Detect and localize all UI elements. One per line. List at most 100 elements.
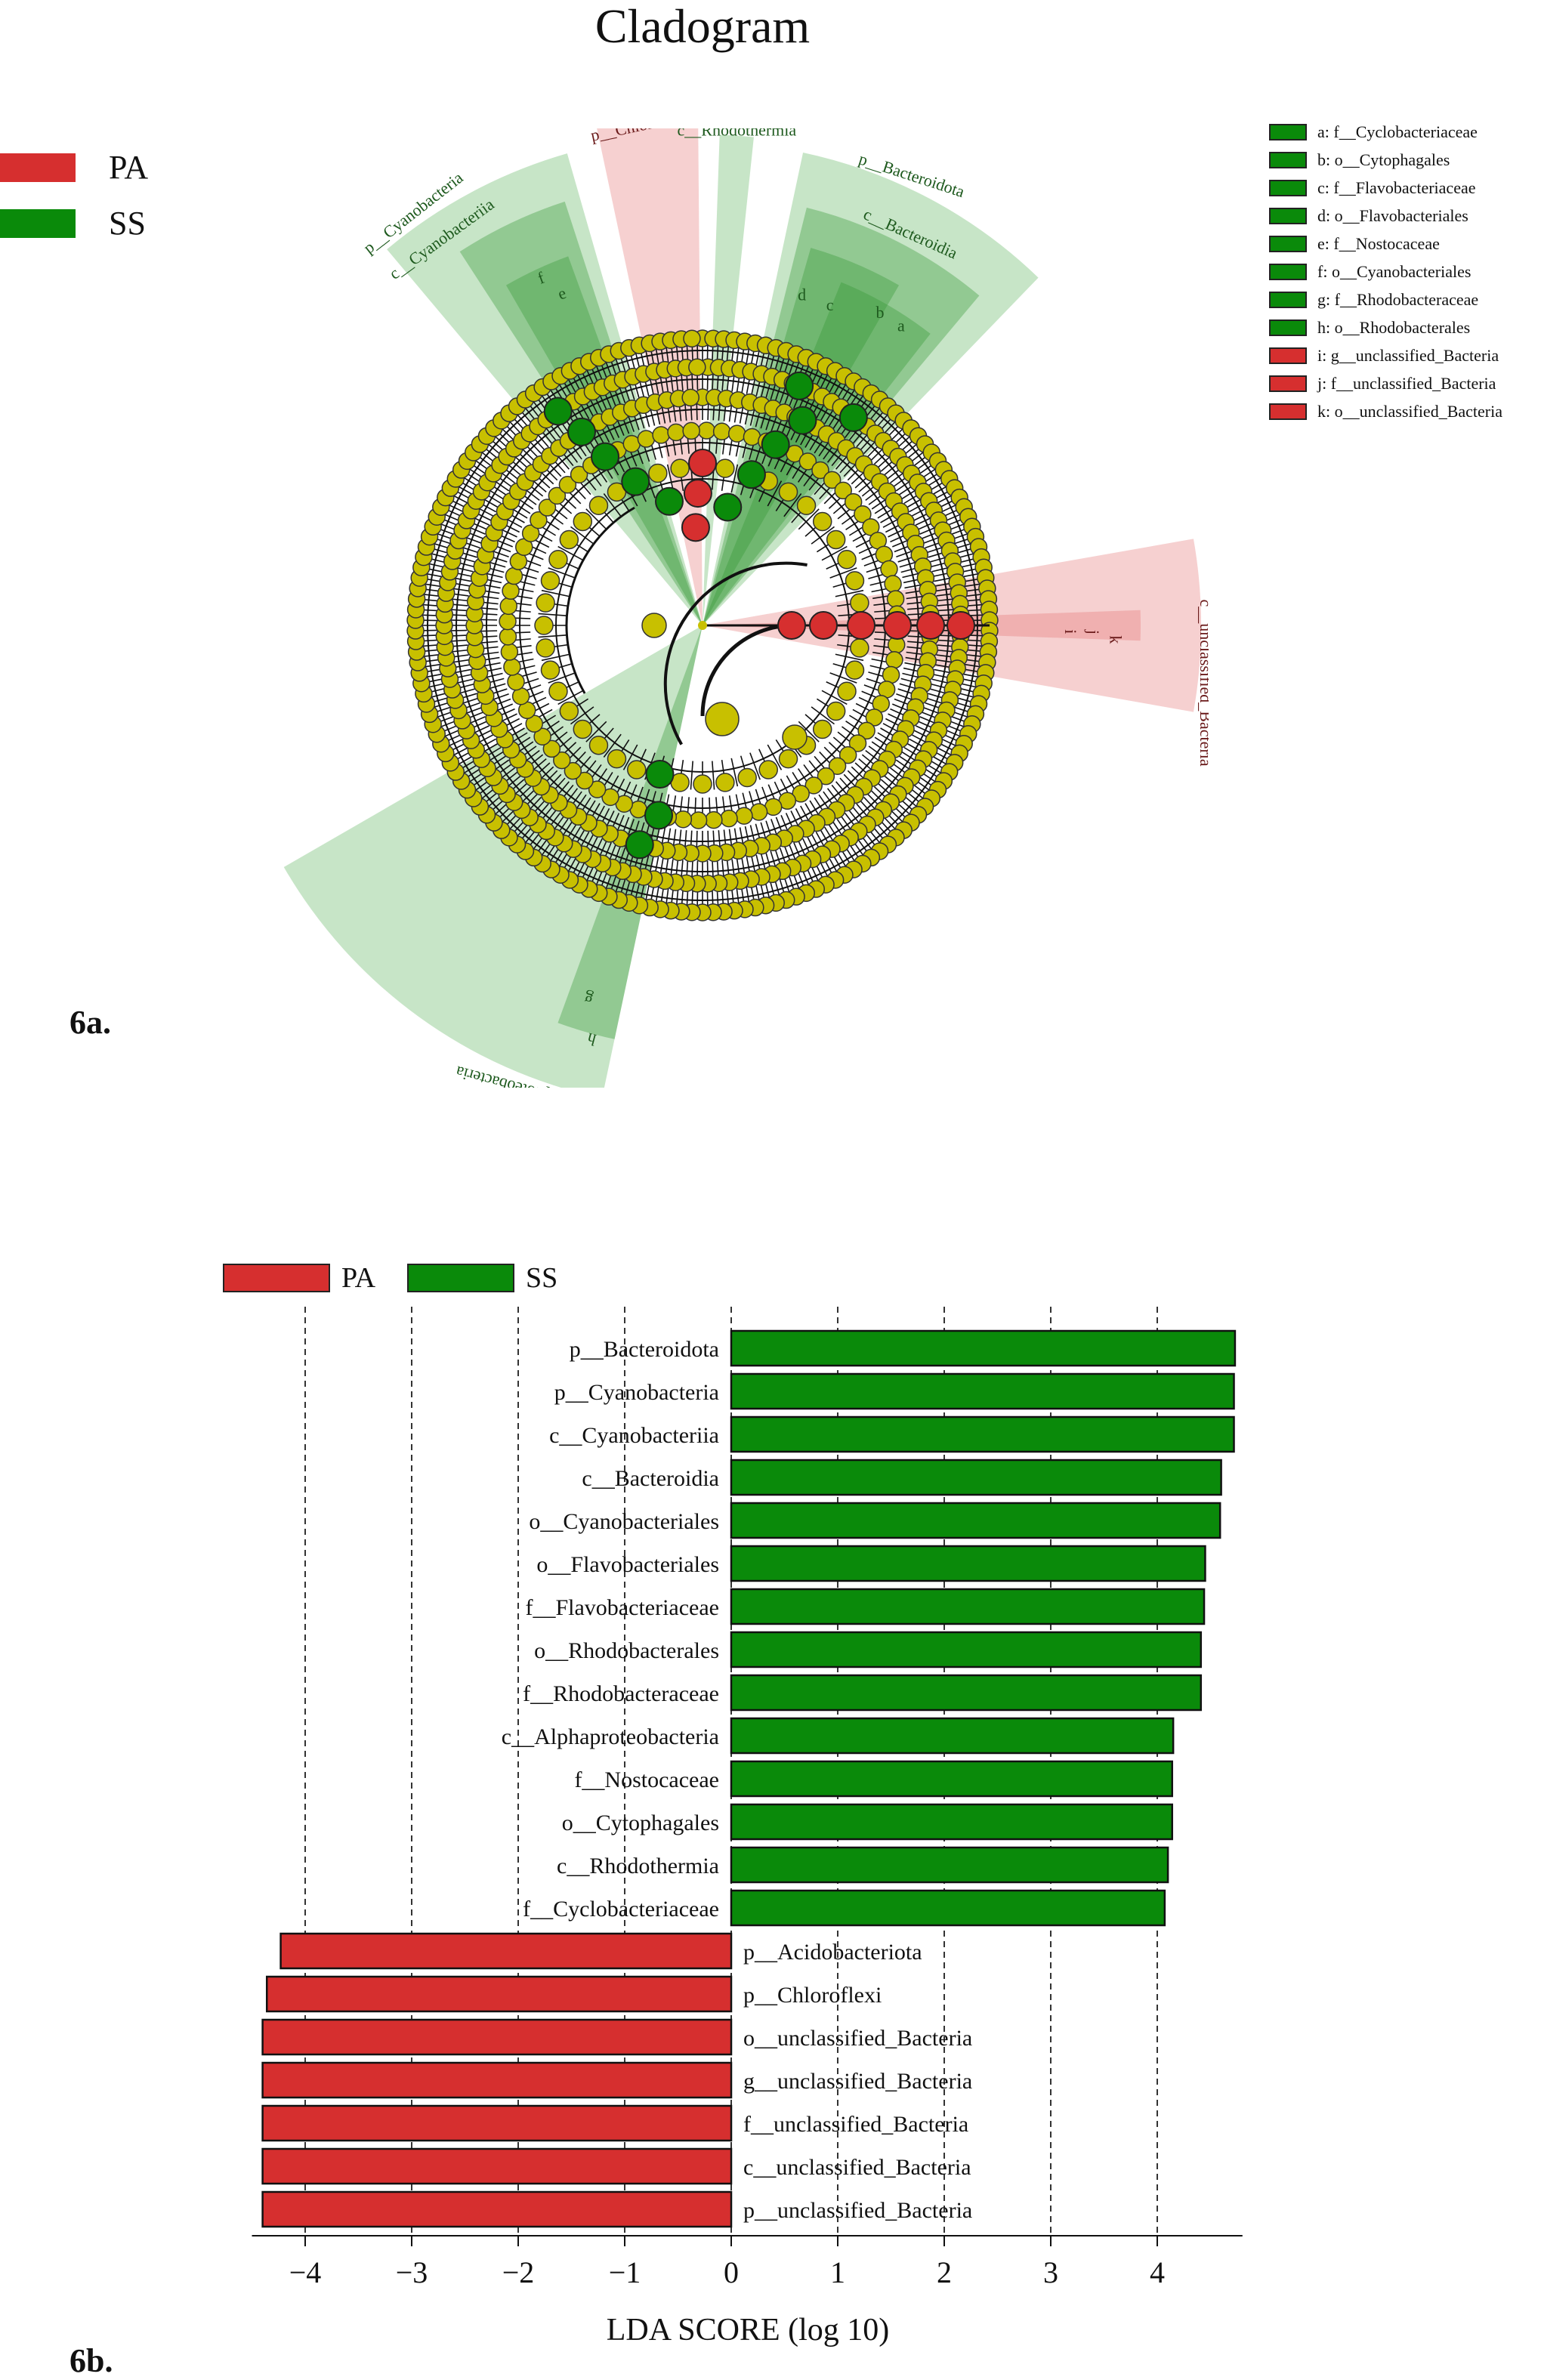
clade-key-g: g: f__Rhodobacteraceae [1269,290,1478,310]
clade-key-swatch [1269,236,1307,252]
x-tick-label: 3 [1043,2255,1058,2289]
tree-branch [541,653,570,662]
tree-node [499,597,518,616]
clade-key-label: h: o__Rhodobacterales [1317,318,1471,337]
tree-node [749,803,768,821]
tree-node [715,458,735,478]
tree-node [505,566,523,585]
tree-node [667,423,685,442]
category-label: f__Cyclobacteriaceae [523,1897,719,1922]
tree-node [715,773,735,792]
category-label: p__Bacteroidota [570,1337,719,1362]
clade-key-swatch [1269,403,1307,420]
tree-branch [821,545,848,561]
tree-node [778,482,798,502]
bar-o__unclassified_Bacteria [261,2018,733,2056]
tree-branch [622,744,638,770]
tree-node [536,638,555,658]
tree-node [674,810,693,829]
clade-key-e: e: f__Nostocaceae [1269,234,1440,254]
tree-node [573,719,593,739]
cladogram-nodes [543,371,975,860]
tree-node [627,760,647,779]
bar-c__Cyanobacteriia [730,1415,1235,1453]
tree-node [682,421,700,440]
cladogram-svg: p__Chloroflexic__Rhodothermiap__Bacteroi… [283,128,1209,1088]
x-tick-label: −3 [396,2255,428,2289]
tree-node [530,511,548,529]
x-tick-label: 4 [1150,2255,1165,2289]
biomarker-node-ss [591,442,619,471]
tree-node [882,665,900,684]
wedge-rhodobacterales [557,625,703,1039]
tree-node [865,708,884,727]
tree-node [588,780,607,798]
tree-branch [730,758,739,787]
clade-key-swatch [1269,319,1307,336]
legend-label-ss: SS [109,205,146,242]
tree-node [576,771,594,790]
category-label: p__Cyanobacteria [554,1380,719,1405]
tree-node [533,727,551,745]
tree-branch [603,733,622,758]
tree-node [796,495,817,516]
bar-c__Bacteroidia [730,1459,1222,1496]
category-label: c__Rhodothermia [557,1854,719,1878]
clade-key-h: h: o__Rhodobacterales [1269,318,1470,338]
tree-inner-arc [700,623,794,717]
tree-node [884,575,902,593]
legend-label-pa: PA [109,149,149,186]
tree-inner-arc [565,506,635,694]
tree-branch [821,690,848,705]
bar-p__Acidobacteriota [279,1932,733,1970]
biomarker-node-pa [681,513,710,542]
tree-node [804,776,823,795]
category-label: c__Cyanobacteriia [549,1423,719,1448]
clade-letter-j: j [1084,629,1103,634]
bar-p__Chloroflexi [265,1975,733,2013]
label-c-unclassified: c__unclassified_Bacteria [1197,599,1209,766]
tree-branch [730,464,739,493]
bar-f__Cyclobacteriaceae [730,1889,1166,1927]
tree-node [499,628,517,646]
tree-node [823,471,842,489]
wedge-cyanobacteriales [506,256,703,625]
legend-item-pa: PA [0,148,148,187]
tree-node [559,529,579,550]
clade-key-label: e: f__Nostocaceae [1317,234,1440,253]
biomarker-node-ss [567,417,596,446]
clade-letter-d: d [798,286,806,304]
tree-branch [557,545,584,561]
tree-node [798,452,817,471]
bar-c__Alphaproteobacteria [730,1717,1175,1755]
panel-label-6a: 6a. [69,1004,111,1041]
clade-key-label: g: f__Rhodobacteraceae [1317,290,1479,309]
tree-node [648,463,668,483]
category-label: f__Rhodobacteraceae [523,1681,719,1706]
x-tick-label: −4 [289,2255,322,2289]
tree-node [838,745,857,764]
tree-node [886,590,905,608]
tree-inner-arc [663,561,808,745]
biomarker-node-ss [785,371,814,400]
tree-node [521,524,540,542]
tree-node [670,458,690,478]
tree-node [637,430,656,448]
tree-node [850,593,869,613]
tree-node [689,811,708,829]
tree-branch [749,752,761,780]
category-label: c__Alphaproteobacteria [502,1724,719,1749]
tree-node [502,582,520,600]
category-label: o__Cytophagales [562,1810,719,1835]
tree-branch [798,721,820,742]
tree-node [697,421,716,440]
tree-node [503,658,521,676]
tree-node [854,505,872,523]
tree-branch [829,672,857,684]
legend-label-ss: SS [526,1262,557,1294]
tree-branch [585,508,607,530]
x-axis-title: LDA SCORE (log 10) [607,2313,890,2348]
bar-f__Rhodobacteraceae [730,1674,1203,1712]
biomarker-node-ss [644,801,673,830]
tree-node [588,495,609,516]
